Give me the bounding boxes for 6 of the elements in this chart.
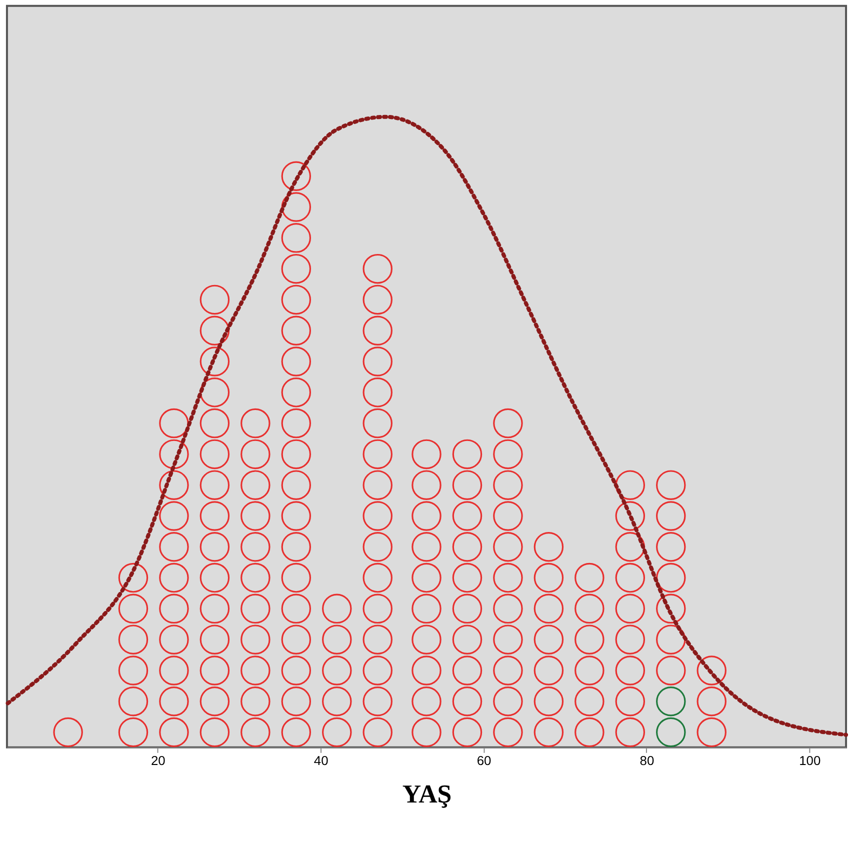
x-axis-title: YAŞ [402, 780, 452, 809]
x-tick-label: 60 [476, 752, 492, 768]
x-tick-label: 20 [150, 752, 166, 768]
x-tick-label: 100 [799, 752, 821, 768]
x-tick-label: 80 [640, 752, 654, 768]
x-tick-label: 40 [314, 752, 328, 768]
